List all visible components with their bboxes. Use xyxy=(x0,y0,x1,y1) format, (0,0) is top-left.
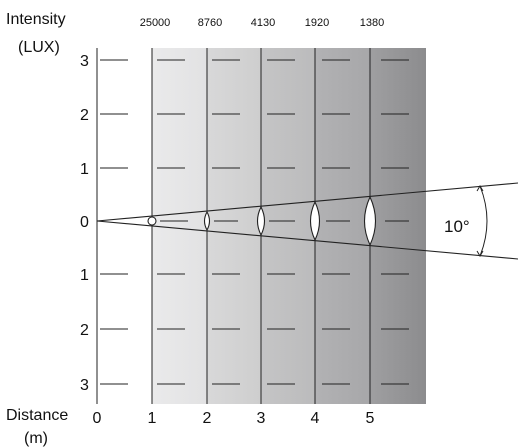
intensity-tick-dashes xyxy=(100,59,409,385)
lux-value-label: 1380 xyxy=(360,17,384,29)
beam-spot-4 xyxy=(309,200,321,242)
angle-arrow-bottom xyxy=(476,250,484,257)
distance-label-line2: (m) xyxy=(24,430,48,447)
x-tick-label: 3 xyxy=(257,410,266,427)
angle-arrow-top xyxy=(476,185,484,192)
lux-value-label: 4130 xyxy=(251,17,275,29)
beam-spot-1 xyxy=(147,216,157,226)
intensity-label-line1: Intensity xyxy=(6,11,66,28)
y-tick-label: 0 xyxy=(80,214,89,231)
lux-value-label: 8760 xyxy=(198,17,222,29)
y-tick-label: 1 xyxy=(80,267,89,284)
angle-marker-icon xyxy=(476,185,488,257)
y-tick-label: 2 xyxy=(80,107,89,124)
y-tick-label: 3 xyxy=(80,377,89,394)
beam-upper-edge xyxy=(96,182,518,222)
band-5 xyxy=(370,48,426,404)
beam-spot-3 xyxy=(256,205,266,237)
band-3 xyxy=(261,48,315,404)
y-tick-label: 3 xyxy=(80,53,89,70)
angle-arc xyxy=(479,185,488,257)
distance-label-line1: Distance xyxy=(6,407,68,424)
x-tick-label: 4 xyxy=(311,410,320,427)
lux-value-label: 25000 xyxy=(140,17,171,29)
x-tick-label: 1 xyxy=(148,410,157,427)
lux-value-label: 1920 xyxy=(305,17,329,29)
angle-label: 10° xyxy=(444,217,470,236)
band-4 xyxy=(315,48,370,404)
beam-spots xyxy=(147,195,377,247)
beam-spot-2 xyxy=(203,210,211,232)
y-tick-label: 2 xyxy=(80,322,89,339)
x-tick-label: 0 xyxy=(93,410,102,427)
intensity-bands xyxy=(152,48,426,404)
x-tick-label: 5 xyxy=(366,410,375,427)
intensity-label-line2: (LUX) xyxy=(18,39,60,56)
band-1 xyxy=(152,48,207,404)
beam-cone xyxy=(96,182,518,260)
x-tick-label: 2 xyxy=(203,410,212,427)
beam-spot-5 xyxy=(363,195,377,247)
y-tick-label: 1 xyxy=(80,161,89,178)
labels: Intensity (LUX) 3 2 1 0 1 2 3 25000 8760… xyxy=(6,11,470,447)
beam-lower-edge xyxy=(96,220,518,260)
band-2 xyxy=(207,48,261,404)
